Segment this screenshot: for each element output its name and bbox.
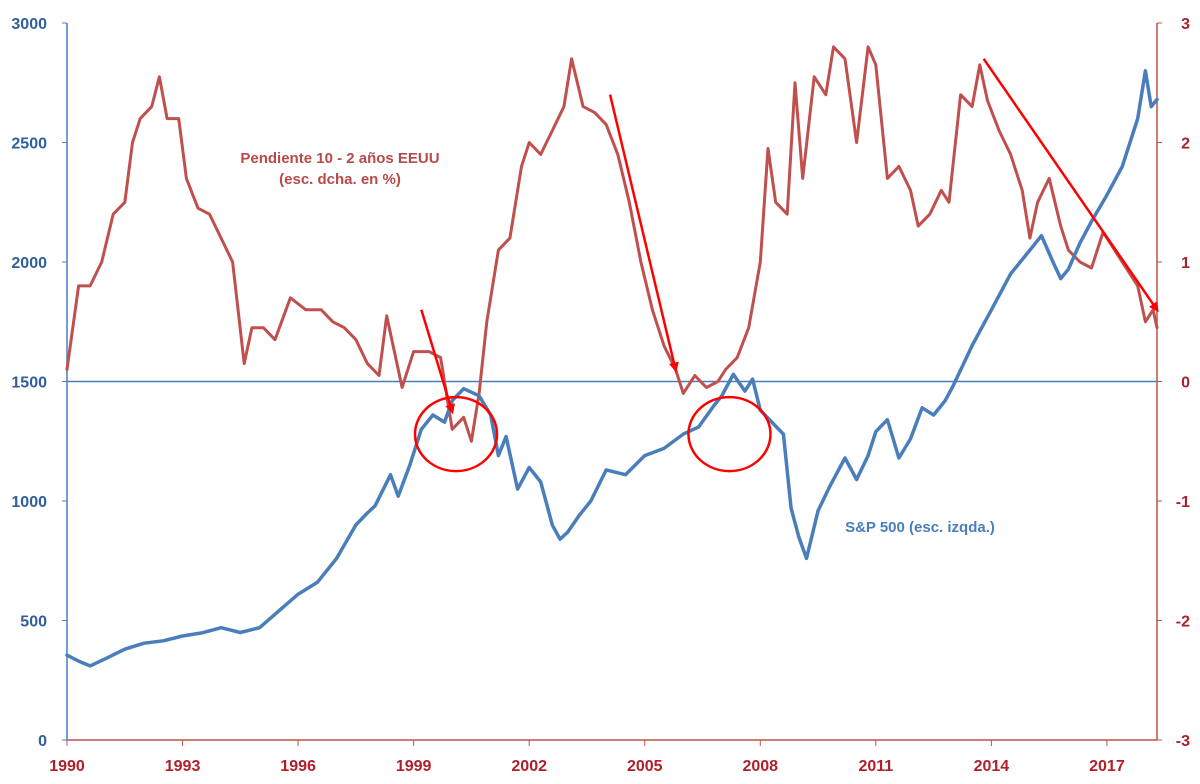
x-axis-tick-label: 1999: [396, 758, 432, 775]
right-axis-tick-label: -2: [1176, 614, 1190, 631]
x-axis-tick-label: 2008: [742, 758, 778, 775]
annotation-arrow: [982, 58, 1159, 313]
left-axis-tick-label: 500: [20, 614, 47, 631]
annotation-circle: [687, 395, 772, 473]
right-axis-tick-label: -3: [1176, 733, 1190, 750]
annotations: [413, 58, 1159, 473]
annotation-arrow: [608, 94, 679, 373]
left-axis-tick-label: 1500: [11, 375, 47, 392]
slope-series-label-line2: (esc. dcha. en %): [279, 171, 401, 188]
sp500-series-label: S&P 500 (esc. izqda.): [845, 519, 995, 536]
x-axis-tick-label: 2005: [627, 758, 663, 775]
right-axis-tick-label: 1: [1181, 255, 1190, 272]
left-axis-tick-label: 3000: [11, 16, 47, 33]
right-axis-tick-label: 0: [1181, 375, 1190, 392]
yield-slope-series-line: [65, 45, 1159, 443]
annotation-arrow: [420, 309, 455, 415]
series-group: [65, 45, 1159, 668]
x-axis-tick-label: 1996: [280, 758, 316, 775]
left-axis-tick-label: 2500: [11, 136, 47, 153]
x-axis-tick-label: 1993: [165, 758, 201, 775]
left-axis-tick-label: 1000: [11, 494, 47, 511]
x-axis-tick-label: 2014: [974, 758, 1010, 775]
left-axis-tick-label: 2000: [11, 255, 47, 272]
right-axis-tick-label: 2: [1181, 136, 1190, 153]
x-axis-tick-label: 2011: [858, 758, 893, 775]
x-axis-tick-label: 2017: [1089, 758, 1125, 775]
slope-series-label-line1: Pendiente 10 - 2 años EEUU: [240, 150, 439, 167]
x-axis-tick-label: 2002: [511, 758, 547, 775]
annotation-circle: [413, 395, 499, 473]
x-axis-tick-label: 1990: [49, 758, 85, 775]
right-axis-tick-label: 3: [1181, 16, 1190, 33]
right-axis-tick-label: -1: [1176, 494, 1190, 511]
sp500-series-line: [65, 69, 1159, 668]
left-axis-tick-label: 0: [38, 733, 47, 750]
axes: 0 500 1000 1500 2000 2500 3000 -3 -2 -1 0 1 2 3 1990 19…: [11, 16, 1190, 775]
